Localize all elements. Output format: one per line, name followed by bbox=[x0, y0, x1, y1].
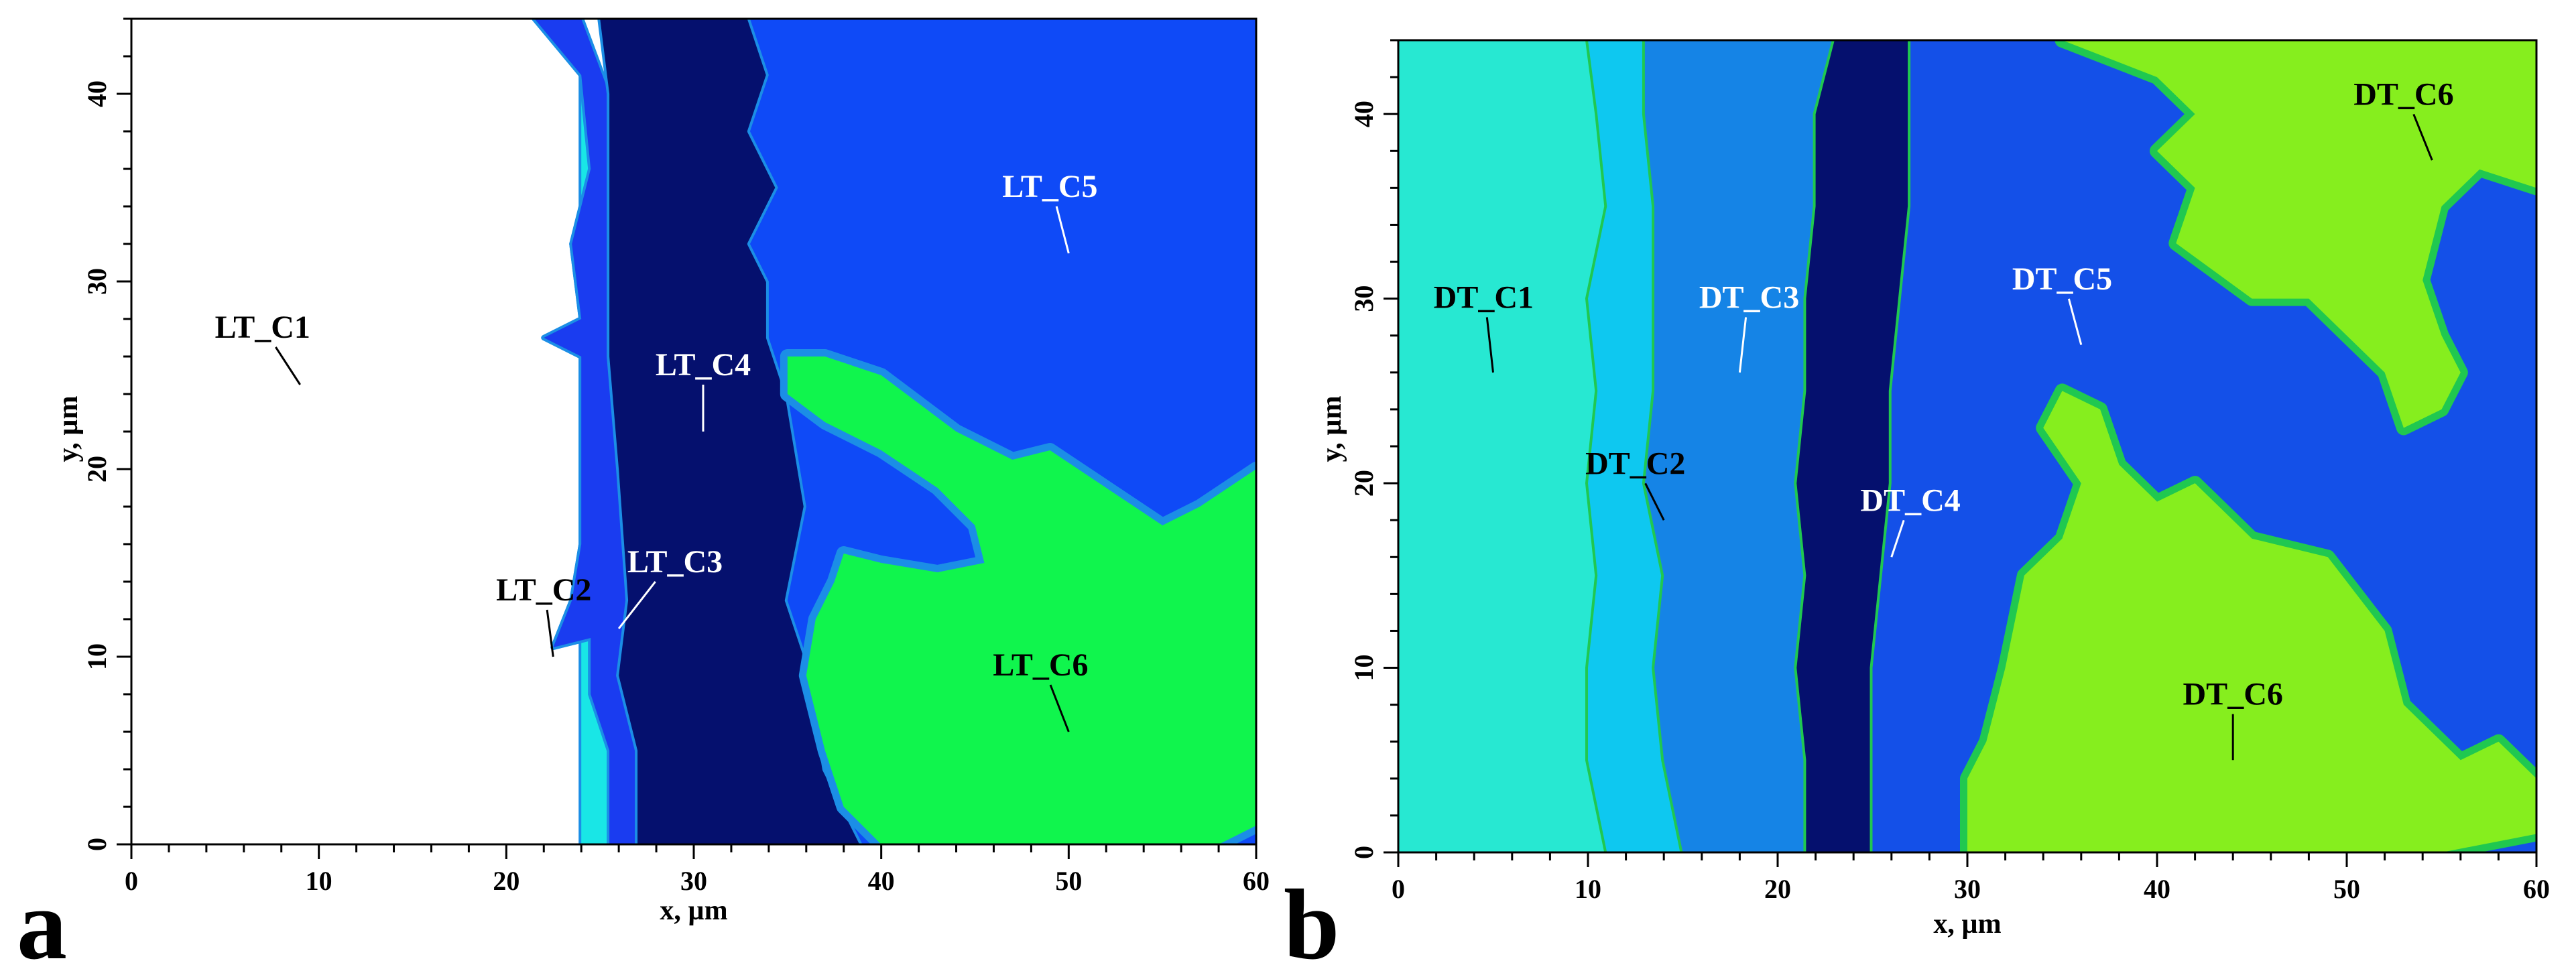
region-label-lt-c2: LT_C2 bbox=[496, 572, 591, 608]
y-tick-label: 0 bbox=[82, 838, 112, 851]
x-tick-label: 40 bbox=[2144, 874, 2170, 904]
x-tick-label: 30 bbox=[1954, 874, 1981, 904]
x-tick-label: 0 bbox=[125, 866, 138, 896]
y-tick-label: 20 bbox=[1349, 470, 1379, 497]
x-tick-label: 50 bbox=[1055, 866, 1082, 896]
panel-b-region-labels: DT_C1 DT_C2 DT_C3 DT_C4 DT_C5 DT_C6 DT_C6 bbox=[1434, 76, 2454, 761]
leader-line-dt-c4 bbox=[1890, 519, 1905, 558]
leader-line-lt-c3 bbox=[617, 581, 656, 629]
panel-b-axes: 0 10 20 30 40 50 60 0 10 20 30 40 bbox=[1349, 39, 2550, 904]
leader-line-dt-c6 bbox=[2412, 113, 2433, 161]
region-label-dt-c2: DT_C2 bbox=[1585, 446, 1685, 481]
region-label-lt-c3: LT_C3 bbox=[627, 544, 723, 580]
region-label-lt-c4: LT_C4 bbox=[656, 347, 751, 383]
leader-line-lt-c2 bbox=[546, 609, 554, 657]
region-dt-c3-2 bbox=[1644, 40, 1835, 852]
leader-line-dt-c2 bbox=[1644, 482, 1665, 521]
panel-b-letter: b bbox=[1284, 869, 1339, 971]
x-tick-label: 60 bbox=[2523, 874, 2550, 904]
y-tick-label: 30 bbox=[82, 268, 112, 295]
panel-a-x-axis-title: x, µm bbox=[660, 895, 727, 926]
leader-line-lt-c5 bbox=[1055, 206, 1070, 254]
panel-a-region-labels: LT_C1 LT_C2 LT_C3 LT_C4 LT_C5 LT_C6 bbox=[215, 169, 1098, 732]
x-tick-label: 60 bbox=[1243, 866, 1270, 896]
y-tick-label: 0 bbox=[1349, 846, 1379, 859]
region-label-dt-c4: DT_C4 bbox=[1860, 482, 1960, 518]
y-tick-label: 20 bbox=[82, 456, 112, 482]
region-label-lt-c5: LT_C5 bbox=[1002, 169, 1097, 204]
region-lt-c2-1 bbox=[534, 19, 610, 844]
region-label-dt-c1: DT_C1 bbox=[1434, 279, 1534, 315]
panel-a-letter: a bbox=[17, 869, 67, 971]
leader-line-dt-c5 bbox=[2067, 298, 2083, 345]
x-tick-label: 40 bbox=[868, 866, 895, 896]
panel-a-regions bbox=[131, 19, 1256, 844]
panel-b-y-axis-title: y, µm bbox=[1316, 396, 1347, 462]
x-tick-label: 20 bbox=[493, 866, 519, 896]
region-lt-c4-3 bbox=[600, 19, 863, 844]
y-tick-label: 40 bbox=[1349, 101, 1379, 127]
region-dt-c6-5 bbox=[1967, 391, 2536, 852]
panel-b-x-axis-title: x, µm bbox=[1933, 909, 2001, 940]
y-tick-label: 40 bbox=[82, 80, 112, 107]
region-dt-c1-0 bbox=[1398, 40, 1607, 852]
region-label-lt-c1: LT_C1 bbox=[215, 310, 310, 345]
y-tick-label: 10 bbox=[1349, 655, 1379, 682]
panel-a-y-axis-title: y, µm bbox=[53, 396, 84, 462]
region-label-dt-c5: DT_C5 bbox=[2012, 261, 2112, 297]
leader-line-dt-c1 bbox=[1485, 317, 1494, 373]
region-label-lt-c6: LT_C6 bbox=[993, 647, 1088, 683]
y-tick-label: 30 bbox=[1349, 285, 1379, 312]
x-tick-label: 50 bbox=[2333, 874, 2360, 904]
region-label-dt-c6: DT_C6 bbox=[2183, 677, 2283, 712]
x-tick-label: 20 bbox=[1764, 874, 1791, 904]
panel-a-axes: 0 10 20 30 40 50 60 0 10 20 30 40 bbox=[82, 17, 1270, 896]
x-tick-label: 10 bbox=[306, 866, 332, 896]
region-lt-c1-0 bbox=[131, 19, 582, 844]
x-tick-label: 0 bbox=[1392, 874, 1405, 904]
region-lt-c3-2 bbox=[534, 19, 638, 844]
x-tick-label: 30 bbox=[680, 866, 707, 896]
region-label-dt-c6: DT_C6 bbox=[2353, 76, 2453, 112]
region-dt-c6-border-6 bbox=[2054, 40, 2536, 436]
region-dt-c6-6 bbox=[2062, 40, 2536, 428]
region-dt-c2-1 bbox=[1588, 40, 1683, 852]
leader-line-lt-c1 bbox=[275, 346, 301, 385]
x-tick-label: 10 bbox=[1575, 874, 1601, 904]
panel-b-regions bbox=[1398, 40, 2536, 852]
region-label-dt-c3: DT_C3 bbox=[1699, 279, 1799, 315]
region-dt-c4-3 bbox=[1796, 40, 1911, 852]
y-tick-label: 10 bbox=[82, 643, 112, 670]
leader-line-lt-c6 bbox=[1049, 684, 1070, 732]
leader-line-dt-c3 bbox=[1738, 317, 1747, 373]
region-lt-c6-5 bbox=[787, 357, 1256, 844]
